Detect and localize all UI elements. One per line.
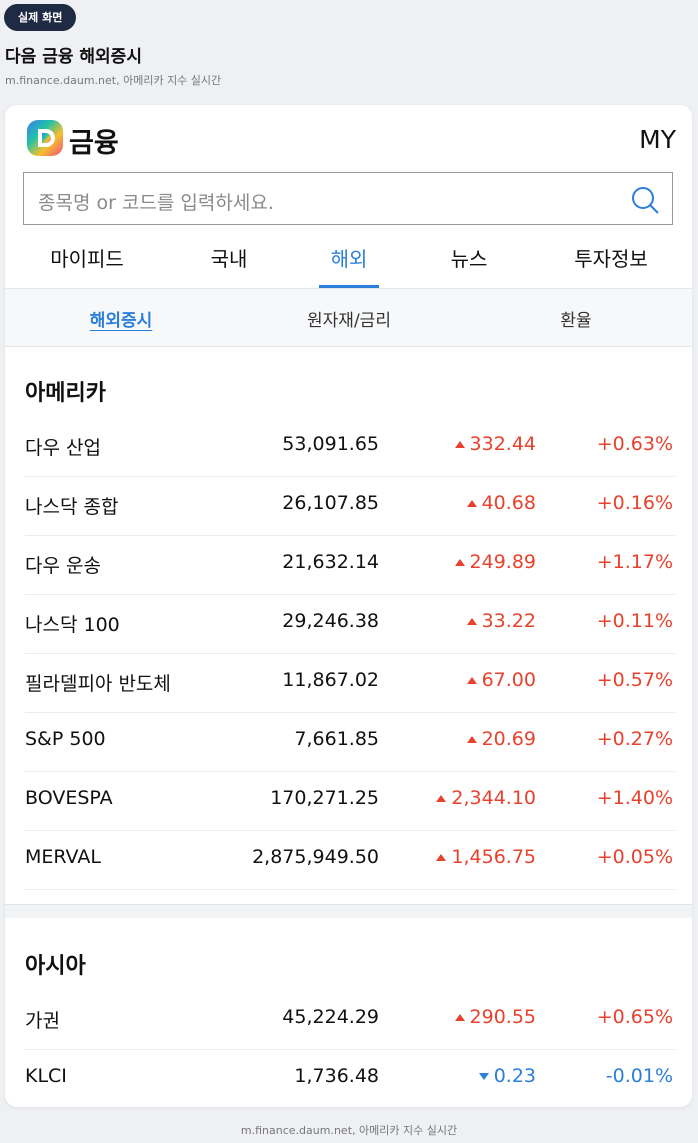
index-percent: +0.05% [596,846,673,868]
row-separator [25,712,675,713]
tab[interactable]: 마이피드 [50,247,124,271]
up-arrow [454,441,465,448]
row-separator [25,1049,675,1050]
index-percent: +0.27% [596,728,673,750]
index-change: 67.00 [466,669,536,691]
tab-underline [319,285,379,288]
up-arrow [466,677,477,684]
row-separator [25,771,675,772]
tab[interactable]: 투자정보 [574,247,648,271]
up-arrow [454,559,465,566]
index-name[interactable]: 필라델피아 반도체 [25,673,171,695]
row-separator [25,535,675,536]
search-placeholder: 종목명 or 코드를 입력하세요. [38,192,274,214]
subtab[interactable]: 해외증시 [89,311,153,331]
index-name[interactable]: BOVESPA [25,787,113,809]
index-value: 26,107.85 [282,492,379,514]
index-percent: +0.63% [596,433,673,455]
section-gap [5,904,692,918]
index-name[interactable]: 가권 [25,1010,60,1032]
index-change: 1,456.75 [436,846,536,868]
index-name[interactable]: 나스닥 종합 [25,496,119,518]
down-arrow [478,1073,489,1080]
row-separator [25,476,675,477]
index-name[interactable]: KLCI [25,1065,67,1087]
search-box[interactable]: 종목명 or 코드를 입력하세요. [23,172,673,225]
up-arrow [436,795,447,802]
subtitle: m.finance.daum.net, 아메리카 지수 실시간 [5,74,222,87]
title: 다음 금융 해외증시 [5,47,142,67]
index-name[interactable]: 다우 운송 [25,555,101,577]
section-title: 아메리카 [25,381,106,406]
index-percent: +0.16% [596,492,673,514]
up-arrow [466,618,477,625]
search-icon[interactable] [630,185,660,215]
index-name[interactable]: MERVAL [25,846,101,868]
index-value: 45,224.29 [282,1006,379,1028]
subtab-bar: 해외증시 원자재/금리 환율 [5,288,692,347]
index-change: 33.22 [466,610,536,632]
index-change: 0.23 [478,1065,536,1087]
index-value: 11,867.02 [282,669,379,691]
tab[interactable]: 해외 [330,247,368,271]
row-separator [25,889,675,890]
index-change: 249.89 [454,551,536,573]
index-percent: +0.65% [596,1006,673,1028]
logo-icon [27,120,63,156]
index-change: 290.55 [454,1006,536,1028]
index-value: 1,736.48 [294,1065,379,1087]
footer: m.finance.daum.net, 아메리카 지수 실시간 [240,1124,458,1137]
up-arrow [466,736,477,743]
up-arrow [466,500,477,507]
index-change: 2,344.10 [436,787,536,809]
index-value: 2,875,949.50 [252,846,379,868]
index-name[interactable]: S&P 500 [25,728,106,750]
index-value: 7,661.85 [294,728,379,750]
subtab[interactable]: 환율 [560,311,592,331]
badge: 실제 화면 [4,4,77,31]
index-percent: -0.01% [605,1065,673,1087]
index-percent: +0.11% [596,610,673,632]
my-button[interactable]: MY [639,125,676,154]
index-percent: +1.17% [596,551,673,573]
index-value: 29,246.38 [282,610,379,632]
index-percent: +0.57% [596,669,673,691]
index-value: 53,091.65 [282,433,379,455]
tab[interactable]: 뉴스 [450,247,488,271]
tab[interactable]: 국내 [210,247,248,271]
app-card: 금융 MY 종목명 or 코드를 입력하세요. 해외증시 원자재/금리 환율 마이피… [5,105,692,1107]
row-separator [25,594,675,595]
subtab[interactable]: 원자재/금리 [307,311,391,331]
up-arrow [454,1014,465,1021]
index-value: 21,632.14 [282,551,379,573]
index-percent: +1.40% [596,787,673,809]
up-arrow [436,854,447,861]
row-separator [25,653,675,654]
index-value: 170,271.25 [270,787,379,809]
row-separator [25,830,675,831]
logo-text: 금융 [69,128,119,159]
index-change: 40.68 [466,492,536,514]
section-title: 아시아 [25,954,86,979]
index-name[interactable]: 나스닥 100 [25,614,120,636]
index-change: 332.44 [454,433,536,455]
index-name[interactable]: 다우 산업 [25,437,101,459]
index-change: 20.69 [466,728,536,750]
